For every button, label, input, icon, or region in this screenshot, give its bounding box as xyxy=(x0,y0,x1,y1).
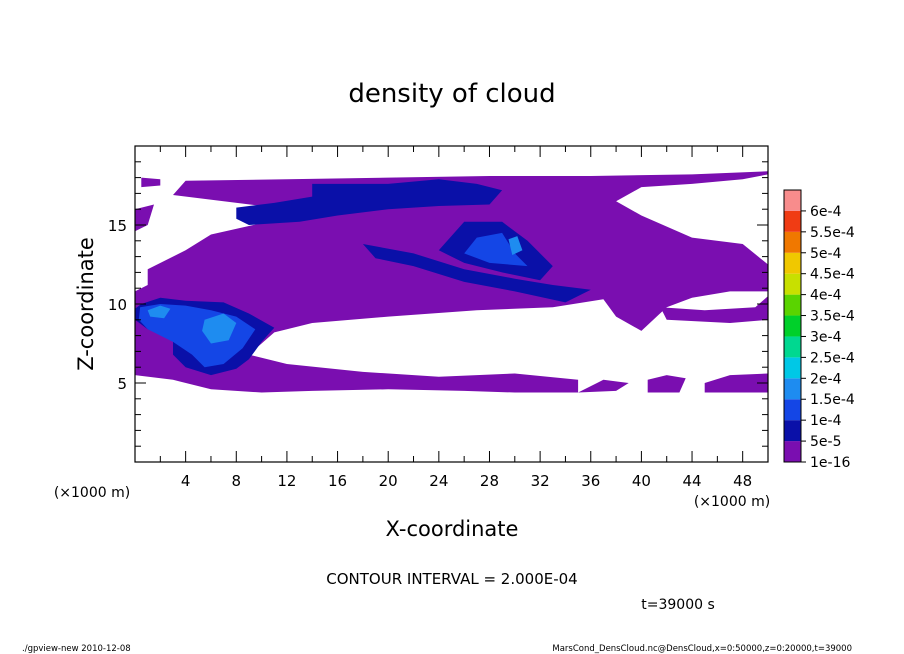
colorbar-label: 1.5e-4 xyxy=(810,392,855,408)
y-tick-label: 10 xyxy=(108,296,127,314)
x-unit-label: (×1000 m) xyxy=(694,494,770,510)
contour-interval: CONTOUR INTERVAL = 2.000E-04 xyxy=(326,570,577,588)
x-tick-label: 8 xyxy=(232,472,242,490)
chart-title: density of cloud xyxy=(348,79,555,109)
x-tick-label: 20 xyxy=(379,472,398,490)
contour-region-12 xyxy=(464,232,528,267)
colorbar: 1e-16 5e-5 1e-4 1.5e-4 2e-4 2.5e-4 3e-4 3.5e-4 4… xyxy=(783,189,855,471)
x-tick-label: 40 xyxy=(632,472,651,490)
colorbar-label: 1e-4 xyxy=(810,413,842,429)
colorbar-swatch-7 xyxy=(784,294,801,316)
colorbar-swatch-11 xyxy=(784,210,801,232)
contour-regions xyxy=(135,171,768,393)
colorbar-label: 5e-5 xyxy=(810,434,841,450)
contour-region-0 xyxy=(135,171,768,393)
colorbar-label: 2.5e-4 xyxy=(810,350,855,366)
contour-region-8 xyxy=(236,179,503,225)
y-tick-label: 15 xyxy=(108,217,127,235)
colorbar-label: 3e-4 xyxy=(810,329,842,345)
contour-region-6 xyxy=(704,373,768,393)
colorbar-label: 2e-4 xyxy=(810,371,842,387)
contour-region-5 xyxy=(647,375,686,393)
contour-region-14 xyxy=(202,313,237,344)
colorbar-label: 5e-4 xyxy=(810,246,842,262)
time-label: t=39000 s xyxy=(641,597,715,613)
x-tick-label: 36 xyxy=(581,472,600,490)
colorbar-swatch-9 xyxy=(784,252,801,274)
colorbar-swatch-5 xyxy=(784,336,801,358)
colorbar-swatch-10 xyxy=(784,231,801,253)
colorbar-label: 3.5e-4 xyxy=(810,309,855,325)
footer-left: ./gpview-new 2010-12-08 xyxy=(22,644,131,654)
x-tick-label: 48 xyxy=(733,472,752,490)
contour-region-15 xyxy=(508,236,523,255)
contour-region-9 xyxy=(362,244,591,303)
x-tick-label: 12 xyxy=(277,472,296,490)
x-tick-label: 32 xyxy=(531,472,550,490)
colorbar-swatch-0 xyxy=(784,441,801,462)
x-tick-label: 4 xyxy=(181,472,191,490)
contour-region-2 xyxy=(135,204,154,232)
x-tick-label: 28 xyxy=(480,472,499,490)
colorbar-swatch-3 xyxy=(784,378,801,400)
footer-right: MarsCond_DensCloud.nc@DensCloud,x=0:5000… xyxy=(552,644,852,654)
colorbar-swatch-1 xyxy=(784,420,801,442)
y-unit-label: (×1000 m) xyxy=(54,485,130,501)
colorbar-swatch-8 xyxy=(784,273,801,295)
colorbar-label: 4e-4 xyxy=(810,288,842,304)
colorbar-label: 6e-4 xyxy=(810,204,842,220)
colorbar-swatch-12 xyxy=(784,190,801,211)
colorbar-swatch-2 xyxy=(784,399,801,421)
x-tick-label: 16 xyxy=(328,472,347,490)
contour-region-13 xyxy=(147,305,171,319)
colorbar-label: 1e-16 xyxy=(810,455,850,471)
contour-region-3 xyxy=(660,296,768,323)
contour-region-4 xyxy=(578,379,629,393)
x-axis-label: X-coordinate xyxy=(386,517,519,541)
contour-region-1 xyxy=(141,177,161,188)
y-axis-label: Z-coordinate xyxy=(74,237,98,371)
x-tick-label: 44 xyxy=(682,472,701,490)
colorbar-label: 5.5e-4 xyxy=(810,225,855,241)
colorbar-swatch-6 xyxy=(784,315,801,337)
colorbar-swatch-4 xyxy=(784,357,801,379)
colorbar-label: 4.5e-4 xyxy=(810,267,855,283)
y-tick-label: 5 xyxy=(117,375,127,393)
x-tick-label: 24 xyxy=(429,472,448,490)
colorbar-frame xyxy=(783,189,802,463)
